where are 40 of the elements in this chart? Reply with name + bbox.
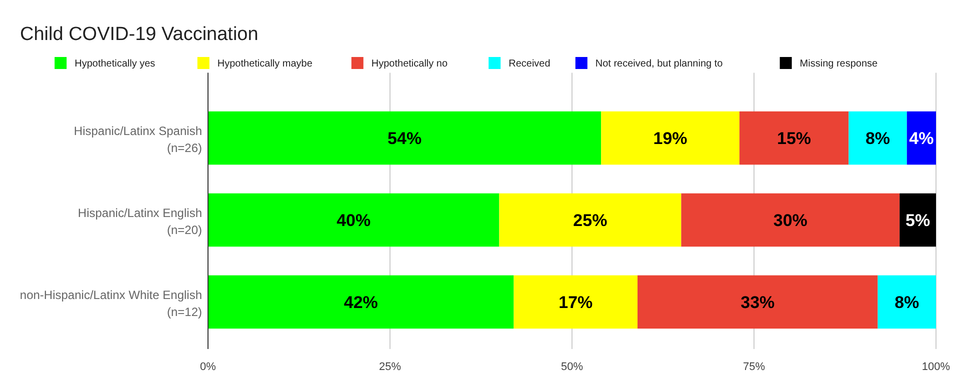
data-label: 17% [558, 292, 593, 312]
bar [900, 193, 936, 247]
bar [208, 193, 500, 247]
bar [601, 111, 740, 165]
chart-title: Child COVID-19 Vaccination [20, 24, 258, 45]
x-tick-label: 100% [922, 361, 950, 373]
data-label: 30% [773, 210, 808, 230]
data-label: 40% [336, 210, 371, 230]
data-label: 54% [388, 128, 422, 148]
data-label: 42% [344, 292, 378, 312]
bar [208, 111, 602, 165]
y-tick-label: Hispanic/Latinx English (n=20) [78, 206, 202, 238]
legend-label: Hypothetically maybe [217, 58, 313, 70]
legend-label: Not received, but planning to [595, 58, 724, 70]
legend-label: Missing response [800, 58, 878, 70]
legend-label: Hypothetically yes [74, 58, 156, 70]
data-label: 4% [909, 128, 934, 148]
data-label: 19% [653, 128, 688, 148]
data-label: 8% [865, 128, 890, 148]
data-label: 5% [906, 210, 930, 230]
data-label: 15% [777, 128, 812, 148]
bar [739, 111, 849, 165]
data-label: 33% [740, 292, 775, 312]
bar [208, 275, 514, 329]
bar [878, 275, 936, 329]
data-label: 8% [894, 292, 920, 312]
bar [848, 111, 907, 165]
x-tick-label: 75% [742, 361, 766, 373]
bar [681, 193, 900, 247]
bar [499, 193, 682, 247]
legend-label: Received [508, 58, 550, 70]
legend-label: Hypothetically no [371, 58, 448, 70]
bar [514, 275, 638, 329]
x-tick-label: 25% [378, 361, 402, 373]
x-tick-label: 0% [200, 361, 216, 373]
x-tick-label: 50% [560, 361, 584, 373]
data-label: 25% [573, 210, 608, 230]
y-tick-label: non-Hispanic/Latinx White English (n=12) [20, 288, 202, 320]
bar [638, 275, 878, 329]
y-tick-label: Hispanic/Latinx Spanish (n=26) [74, 124, 202, 156]
